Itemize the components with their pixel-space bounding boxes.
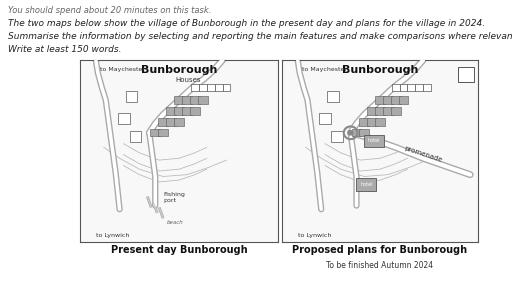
Bar bbox=[352, 129, 361, 137]
Bar bbox=[367, 118, 377, 126]
Text: Summarise the information by selecting and reporting the main features and make : Summarise the information by selecting a… bbox=[8, 32, 512, 41]
Bar bbox=[359, 129, 369, 137]
Bar bbox=[319, 113, 331, 124]
Text: The two maps below show the village of Bunborough in the present day and plans f: The two maps below show the village of B… bbox=[8, 19, 485, 28]
Text: Fishing
port: Fishing port bbox=[163, 192, 185, 203]
Bar bbox=[174, 96, 184, 104]
Text: Houses: Houses bbox=[175, 77, 201, 83]
Bar bbox=[166, 107, 176, 115]
Text: Bunborough: Bunborough bbox=[141, 65, 217, 75]
Bar bbox=[375, 107, 385, 115]
Text: hotel: hotel bbox=[360, 182, 373, 187]
Text: Bunborough: Bunborough bbox=[342, 65, 418, 75]
Text: to Maychester: to Maychester bbox=[100, 67, 145, 72]
Bar bbox=[383, 96, 393, 104]
Bar bbox=[365, 134, 384, 147]
Bar bbox=[198, 96, 208, 104]
Text: to Lynwich: to Lynwich bbox=[297, 232, 331, 238]
Text: Write at least 150 words.: Write at least 150 words. bbox=[8, 45, 121, 54]
Bar bbox=[408, 84, 415, 91]
Bar bbox=[158, 118, 168, 126]
Bar bbox=[182, 107, 192, 115]
Text: To be finished Autumn 2024: To be finished Autumn 2024 bbox=[327, 261, 434, 270]
Text: beach: beach bbox=[167, 220, 184, 225]
Bar bbox=[399, 84, 408, 91]
Bar bbox=[158, 129, 168, 137]
Bar bbox=[359, 118, 369, 126]
Bar bbox=[190, 107, 200, 115]
Text: hotel: hotel bbox=[368, 139, 380, 143]
Bar bbox=[327, 91, 339, 102]
Text: to Lynwich: to Lynwich bbox=[96, 232, 129, 238]
Bar bbox=[207, 84, 215, 91]
Bar bbox=[166, 118, 176, 126]
Bar bbox=[191, 84, 199, 91]
Text: Proposed plans for Bunborough: Proposed plans for Bunborough bbox=[292, 245, 467, 255]
Bar bbox=[223, 84, 230, 91]
Bar bbox=[415, 84, 423, 91]
Bar bbox=[118, 113, 130, 124]
Bar bbox=[174, 107, 184, 115]
Bar bbox=[331, 131, 343, 142]
Bar bbox=[399, 96, 409, 104]
Bar bbox=[423, 84, 431, 91]
Bar bbox=[367, 107, 377, 115]
Bar bbox=[190, 96, 200, 104]
Circle shape bbox=[348, 131, 353, 135]
Bar bbox=[356, 178, 376, 191]
Bar bbox=[391, 96, 400, 104]
Bar bbox=[458, 67, 474, 82]
Bar bbox=[392, 84, 399, 91]
Bar bbox=[125, 91, 137, 102]
Bar bbox=[174, 118, 184, 126]
Bar bbox=[182, 96, 192, 104]
Bar bbox=[130, 131, 141, 142]
Text: You should spend about 20 minutes on this task.: You should spend about 20 minutes on thi… bbox=[8, 6, 211, 15]
Bar bbox=[391, 107, 400, 115]
Text: to Maychester: to Maychester bbox=[302, 67, 347, 72]
Bar bbox=[151, 129, 160, 137]
Bar bbox=[375, 96, 385, 104]
Bar bbox=[375, 118, 385, 126]
Bar bbox=[383, 107, 393, 115]
Bar bbox=[199, 84, 207, 91]
Text: promenade: promenade bbox=[403, 145, 443, 163]
Bar bbox=[215, 84, 223, 91]
Text: Present day Bunborough: Present day Bunborough bbox=[111, 245, 247, 255]
